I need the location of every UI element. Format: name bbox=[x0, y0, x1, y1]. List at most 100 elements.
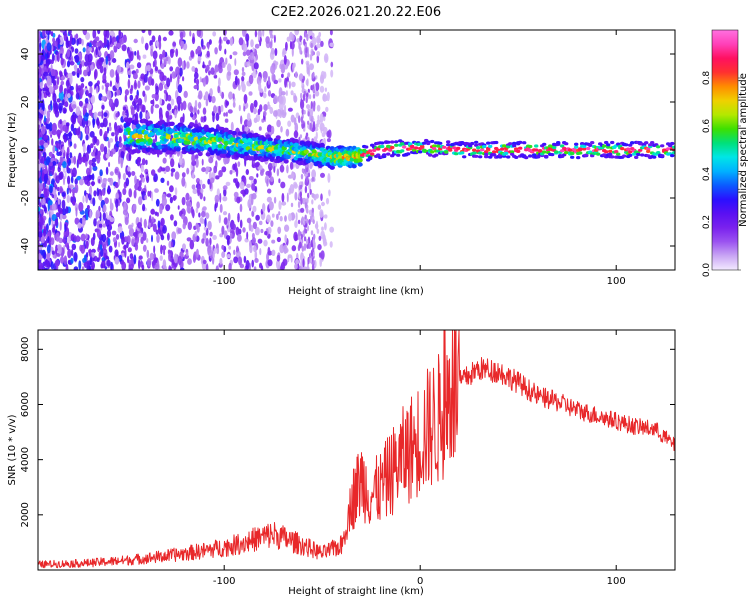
colorbar-gradient bbox=[712, 30, 738, 270]
spectrogram-noise-cell bbox=[93, 136, 98, 144]
spectrogram-noise-cell bbox=[115, 234, 120, 240]
spectrogram-noise-cell bbox=[228, 91, 233, 100]
spectrogram-noise-cell bbox=[173, 220, 178, 227]
spectrogram-noise-cell bbox=[96, 80, 100, 86]
spectrogram-noise-cell bbox=[307, 236, 311, 245]
spectrogram-signal-cell bbox=[564, 142, 569, 146]
spectrogram-noise-cell bbox=[182, 222, 186, 230]
spectrogram-noise-cell bbox=[109, 80, 112, 87]
spectrogram-noise-cell bbox=[109, 198, 112, 207]
spectrogram-noise-cell bbox=[280, 264, 284, 270]
snr-ytick-label: 8000 bbox=[20, 337, 31, 362]
spectrogram-noise-cell bbox=[232, 51, 238, 56]
spectrogram-noise-cell bbox=[253, 107, 257, 115]
spectrogram-signal-cell bbox=[638, 148, 643, 152]
spectrogram-noise-cell bbox=[283, 55, 287, 65]
spectrogram-noise-cell bbox=[114, 134, 118, 143]
spectrogram-noise-cell bbox=[209, 88, 213, 97]
spectrogram-noise-cell bbox=[96, 85, 99, 94]
spectrogram-signal-cell bbox=[656, 151, 661, 155]
spectrogram-noise-cell bbox=[66, 164, 69, 171]
spectrogram-noise-cell bbox=[212, 31, 217, 37]
spectrogram-signal-cell bbox=[580, 142, 585, 146]
spectrogram-noise-cell bbox=[86, 167, 91, 176]
spectrogram-noise-cell bbox=[67, 175, 71, 185]
spectrogram-noise-cell bbox=[108, 126, 112, 132]
spectrogram-noise-cell bbox=[313, 194, 317, 201]
spectrogram-signal-cell bbox=[536, 155, 541, 159]
spectrogram-noise-cell bbox=[272, 162, 276, 167]
spectrogram-noise-cell bbox=[267, 246, 271, 256]
spectrogram-noise-cell bbox=[298, 115, 301, 124]
spectrogram-noise-cell bbox=[179, 31, 184, 39]
spectrogram-signal-cell bbox=[528, 144, 533, 149]
spectrogram-noise-cell bbox=[127, 70, 132, 76]
spectrogram-noise-cell bbox=[194, 230, 198, 237]
spectrogram-noise-cell bbox=[62, 146, 65, 153]
spectrogram-noise-cell bbox=[88, 248, 92, 257]
spectrogram-noise-cell bbox=[85, 134, 89, 141]
spectrogram-noise-cell bbox=[190, 112, 194, 118]
spectrogram-noise-cell bbox=[306, 244, 310, 249]
spectrogram-noise-cell bbox=[115, 112, 119, 118]
spectrogram-noise-cell bbox=[280, 66, 286, 74]
spectrogram-noise-cell bbox=[205, 98, 209, 107]
spectrogram-noise-cell bbox=[162, 224, 167, 234]
spectrogram-noise-cell bbox=[75, 235, 80, 243]
spectrogram-noise-cell bbox=[56, 76, 60, 86]
spectrogram-noise-cell bbox=[205, 166, 210, 172]
spectrogram-signal-cell bbox=[624, 143, 629, 147]
spectrogram-noise-cell bbox=[144, 85, 150, 91]
spectrogram-noise-cell bbox=[75, 33, 79, 39]
spectrogram-noise-cell bbox=[39, 81, 44, 88]
spectrogram-noise-cell bbox=[83, 69, 88, 77]
spectrogram-noise-cell bbox=[189, 239, 195, 250]
spectrogram-noise-cell bbox=[262, 30, 265, 37]
spectrogram-noise-cell bbox=[210, 67, 215, 75]
spectrogram-noise-cell bbox=[50, 31, 54, 37]
spectrogram-noise-cell bbox=[186, 61, 190, 69]
spectrogram-noise-cell bbox=[161, 197, 167, 206]
spectrogram-noise-cell bbox=[106, 259, 111, 267]
spectrogram-noise-cell bbox=[313, 233, 316, 240]
spectrogram-noise-cell bbox=[134, 175, 137, 186]
spectrogram-noise-cell bbox=[129, 94, 134, 101]
spectrogram-signal-cell bbox=[311, 149, 317, 154]
spectrogram-noise-cell bbox=[214, 47, 218, 55]
spectrogram-noise-cell bbox=[306, 197, 309, 204]
spectrogram-noise-cell bbox=[156, 234, 160, 243]
spectrogram-noise-cell bbox=[57, 186, 60, 192]
spectrogram-noise-cell bbox=[59, 85, 63, 94]
spectrogram-noise-cell bbox=[153, 173, 158, 183]
spectrogram-signal-cell bbox=[189, 122, 195, 127]
spectrogram-signal-cell bbox=[468, 144, 473, 148]
spectrogram-noise-cell bbox=[307, 172, 311, 178]
spectrogram-noise-cell bbox=[311, 247, 315, 253]
spectrogram-noise-cell bbox=[214, 64, 219, 73]
spectrogram-noise-cell bbox=[146, 238, 149, 243]
spectrogram-signal-cell bbox=[590, 141, 595, 145]
spectrogram-noise-cell bbox=[292, 63, 295, 72]
spectrogram-noise-cell bbox=[306, 266, 310, 270]
spectrogram-noise-cell bbox=[38, 253, 42, 261]
spectrogram-signal-cell bbox=[217, 137, 223, 142]
spectrogram-noise-cell bbox=[311, 32, 315, 38]
spectrogram-noise-cell bbox=[76, 38, 79, 46]
spectrogram-noise-cell bbox=[52, 145, 56, 154]
spectrogram-noise-cell bbox=[174, 171, 180, 180]
spectrogram-signal-cell bbox=[500, 147, 505, 151]
spectrogram-noise-cell bbox=[148, 215, 152, 224]
spectrogram-noise-cell bbox=[46, 42, 52, 52]
spectrogram-noise-cell bbox=[59, 186, 63, 191]
spectrogram-noise-cell bbox=[59, 71, 63, 78]
spectrogram-noise-cell bbox=[118, 177, 121, 186]
spectrogram-noise-cell bbox=[55, 142, 61, 149]
spectrogram-signal-cell bbox=[570, 155, 575, 159]
spectrogram-noise-cell bbox=[47, 104, 51, 111]
spectrogram-noise-cell bbox=[181, 196, 186, 206]
spectrogram-noise-cell bbox=[114, 182, 119, 189]
spectrogram-noise-cell bbox=[129, 51, 134, 62]
spectrogram-noise-cell bbox=[191, 184, 196, 190]
spectrogram-noise-cell bbox=[191, 66, 196, 72]
spectrogram-noise-cell bbox=[192, 209, 195, 219]
